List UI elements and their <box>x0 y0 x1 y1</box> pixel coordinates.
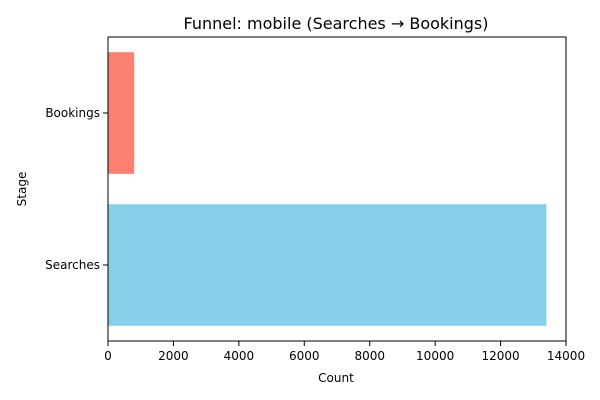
x-tick-label: 8000 <box>354 349 385 363</box>
x-tick-label: 14000 <box>547 349 585 363</box>
x-tick-label: 10000 <box>416 349 454 363</box>
bar-searches <box>108 204 547 326</box>
x-tick-label: 2000 <box>158 349 189 363</box>
plot-frame <box>107 36 567 342</box>
y-tick-label: Bookings <box>45 106 100 120</box>
x-tick-label: 0 <box>104 349 112 363</box>
chart-title: Funnel: mobile (Searches → Bookings) <box>184 14 489 33</box>
y-tick-label: Searches <box>45 258 100 272</box>
x-tick-label: 12000 <box>481 349 519 363</box>
x-tick-label: 6000 <box>289 349 320 363</box>
x-axis-label: Count <box>318 371 354 385</box>
ticks-group: Searches Bookings 0 2000 4000 6000 8000 10000 12… <box>45 106 585 363</box>
y-axis-label: Stage <box>15 172 29 207</box>
x-tick-label: 4000 <box>224 349 255 363</box>
bar-bookings <box>108 52 135 174</box>
bars-group <box>108 52 547 326</box>
